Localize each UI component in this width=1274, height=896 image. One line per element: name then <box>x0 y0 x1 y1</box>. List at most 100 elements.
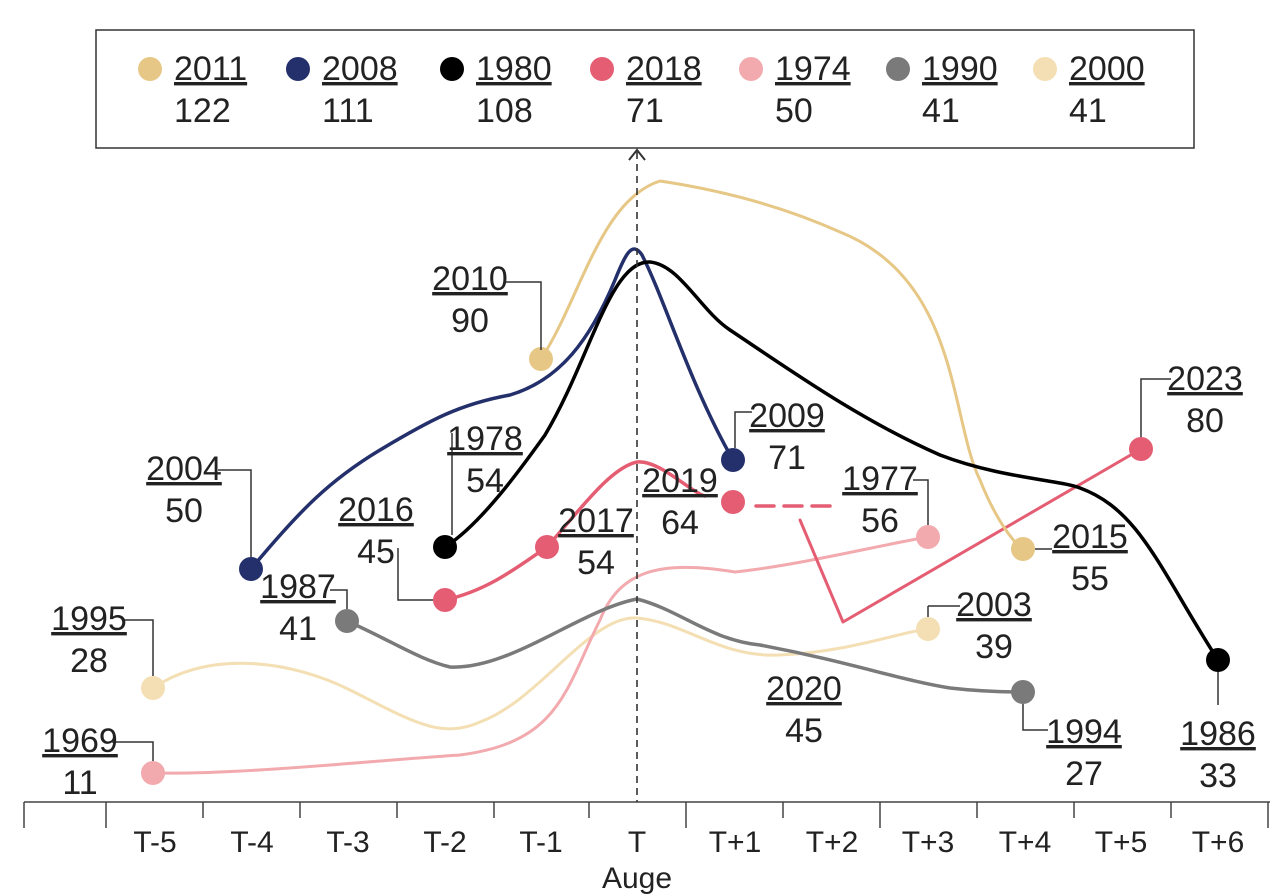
point-label-value-1978: 54 <box>466 462 504 500</box>
point-label-value-2019: 64 <box>661 504 699 542</box>
point-label-value-2015: 55 <box>1071 560 1109 598</box>
leader-line-1995 <box>122 619 154 676</box>
legend-value-1990: 41 <box>922 92 960 130</box>
legend-marker-2008 <box>286 57 310 81</box>
series-line-2008 <box>249 247 735 571</box>
point-label-value-2020: 45 <box>785 712 823 750</box>
legend-value-2000: 41 <box>1069 92 1107 130</box>
marker-1978 <box>433 535 457 559</box>
point-label-year-2004: 2004 <box>146 450 222 488</box>
point-label-value-1994: 27 <box>1065 755 1103 793</box>
marker-2015 <box>1011 537 1035 561</box>
legend-box <box>95 29 1195 149</box>
leader-line-2023 <box>1140 378 1171 437</box>
point-label-value-1987: 41 <box>279 610 317 648</box>
x-tick-label-T-3: T-3 <box>326 826 369 859</box>
series-line-2018-b <box>798 447 1143 624</box>
point-label-year-1986: 1986 <box>1180 715 1256 753</box>
series-lines <box>151 179 1220 775</box>
peak-marker <box>628 148 646 802</box>
legend-marker-2011 <box>138 57 162 81</box>
x-tick-label-T-5: T-5 <box>133 826 176 859</box>
series-line-2018-a <box>443 460 707 602</box>
point-label-year-2017: 2017 <box>558 502 634 540</box>
x-tick-label-T-2: T-2 <box>423 826 466 859</box>
legend-marker-1990 <box>886 57 910 81</box>
point-label-value-1995: 28 <box>70 642 108 680</box>
peak-arrow <box>628 148 646 161</box>
x-tick-label-T+3: T+3 <box>902 826 955 859</box>
series-line-1974 <box>151 535 930 775</box>
leader-line-1994 <box>1022 704 1048 731</box>
point-markers <box>141 347 1230 785</box>
marker-2017 <box>535 535 559 559</box>
legend-year-1974: 1974 <box>775 50 851 88</box>
legend-marker-2018 <box>590 57 614 81</box>
leader-line-2003 <box>927 605 960 617</box>
x-tick-label-T-1: T-1 <box>519 826 562 859</box>
point-label-year-2016: 2016 <box>338 491 414 529</box>
leader-line-1969 <box>112 741 154 761</box>
legend-value-1974: 50 <box>775 92 813 130</box>
x-tick-label-T-4: T-4 <box>230 826 273 859</box>
point-label-value-2017: 54 <box>577 544 615 582</box>
point-label-year-1987: 1987 <box>260 568 336 606</box>
point-label-value-1986: 33 <box>1199 757 1237 795</box>
series-line-2011 <box>539 179 1025 551</box>
series-line-2000 <box>151 616 930 731</box>
point-label-year-2003: 2003 <box>956 586 1032 624</box>
point-label-value-2010: 90 <box>451 302 489 340</box>
legend-value-2011: 122 <box>174 92 231 130</box>
marker-2016 <box>433 588 457 612</box>
leader-line-1987 <box>330 589 348 609</box>
point-label-value-1969: 11 <box>62 764 97 802</box>
point-label-value-2023: 80 <box>1186 402 1224 440</box>
point-label-year-1969: 1969 <box>42 722 118 760</box>
point-label-year-2015: 2015 <box>1052 518 1128 556</box>
leader-line-1977 <box>913 479 929 525</box>
marker-1994 <box>1011 680 1035 704</box>
leader-line-2010 <box>505 281 542 350</box>
x-tick-label-T+6: T+6 <box>1192 826 1245 859</box>
legend-value-1980: 108 <box>476 92 533 130</box>
point-label-value-1977: 56 <box>861 502 899 540</box>
legend-year-2000: 2000 <box>1069 50 1145 88</box>
legend-marker-2000 <box>1033 57 1057 81</box>
marker-2019 <box>721 490 745 514</box>
x-tick-label-T: T <box>628 826 646 859</box>
legend-year-1990: 1990 <box>922 50 998 88</box>
marker-2010 <box>529 347 553 371</box>
legend-year-1980: 1980 <box>476 50 552 88</box>
leader-line-2004 <box>218 469 252 557</box>
marker-1977 <box>916 525 940 549</box>
point-label-year-1995: 1995 <box>51 600 127 638</box>
point-label-value-2009: 71 <box>768 439 806 477</box>
point-label-year-2019: 2019 <box>642 462 718 500</box>
point-label-year-2010: 2010 <box>432 260 508 298</box>
point-label-year-2023: 2023 <box>1167 360 1243 398</box>
legend: 2011 122 2008 111 1980 108 2018 71 1974 50 1990 41 2… <box>95 29 1195 149</box>
x-tick-label-T+5: T+5 <box>1095 826 1148 859</box>
point-label-year-2020: 2020 <box>766 670 842 708</box>
point-labels: 2010 90 2004 50 1978 54 2016 45 2017 54 2019 64 2009… <box>42 260 1256 802</box>
leader-line-2016 <box>397 548 433 601</box>
series-line-1980 <box>443 260 1220 662</box>
marker-1969 <box>141 761 165 785</box>
legend-year-2018: 2018 <box>626 50 702 88</box>
point-label-year-1978: 1978 <box>447 420 523 458</box>
x-tick-label-T+2: T+2 <box>806 826 859 859</box>
marker-2009 <box>721 448 745 472</box>
series-line-1990 <box>345 597 1025 694</box>
legend-value-2008: 111 <box>322 92 374 130</box>
legend-year-2011: 2011 <box>174 50 247 88</box>
point-label-value-2004: 50 <box>165 492 203 530</box>
marker-2023 <box>1129 437 1153 461</box>
x-peak-label: Auge <box>602 862 672 895</box>
legend-year-2008: 2008 <box>322 50 398 88</box>
x-tick-label-T+1: T+1 <box>709 826 762 859</box>
point-label-year-2009: 2009 <box>749 397 825 435</box>
legend-value-2018: 71 <box>626 92 664 130</box>
marker-1986 <box>1206 648 1230 672</box>
marker-2004 <box>239 557 263 581</box>
